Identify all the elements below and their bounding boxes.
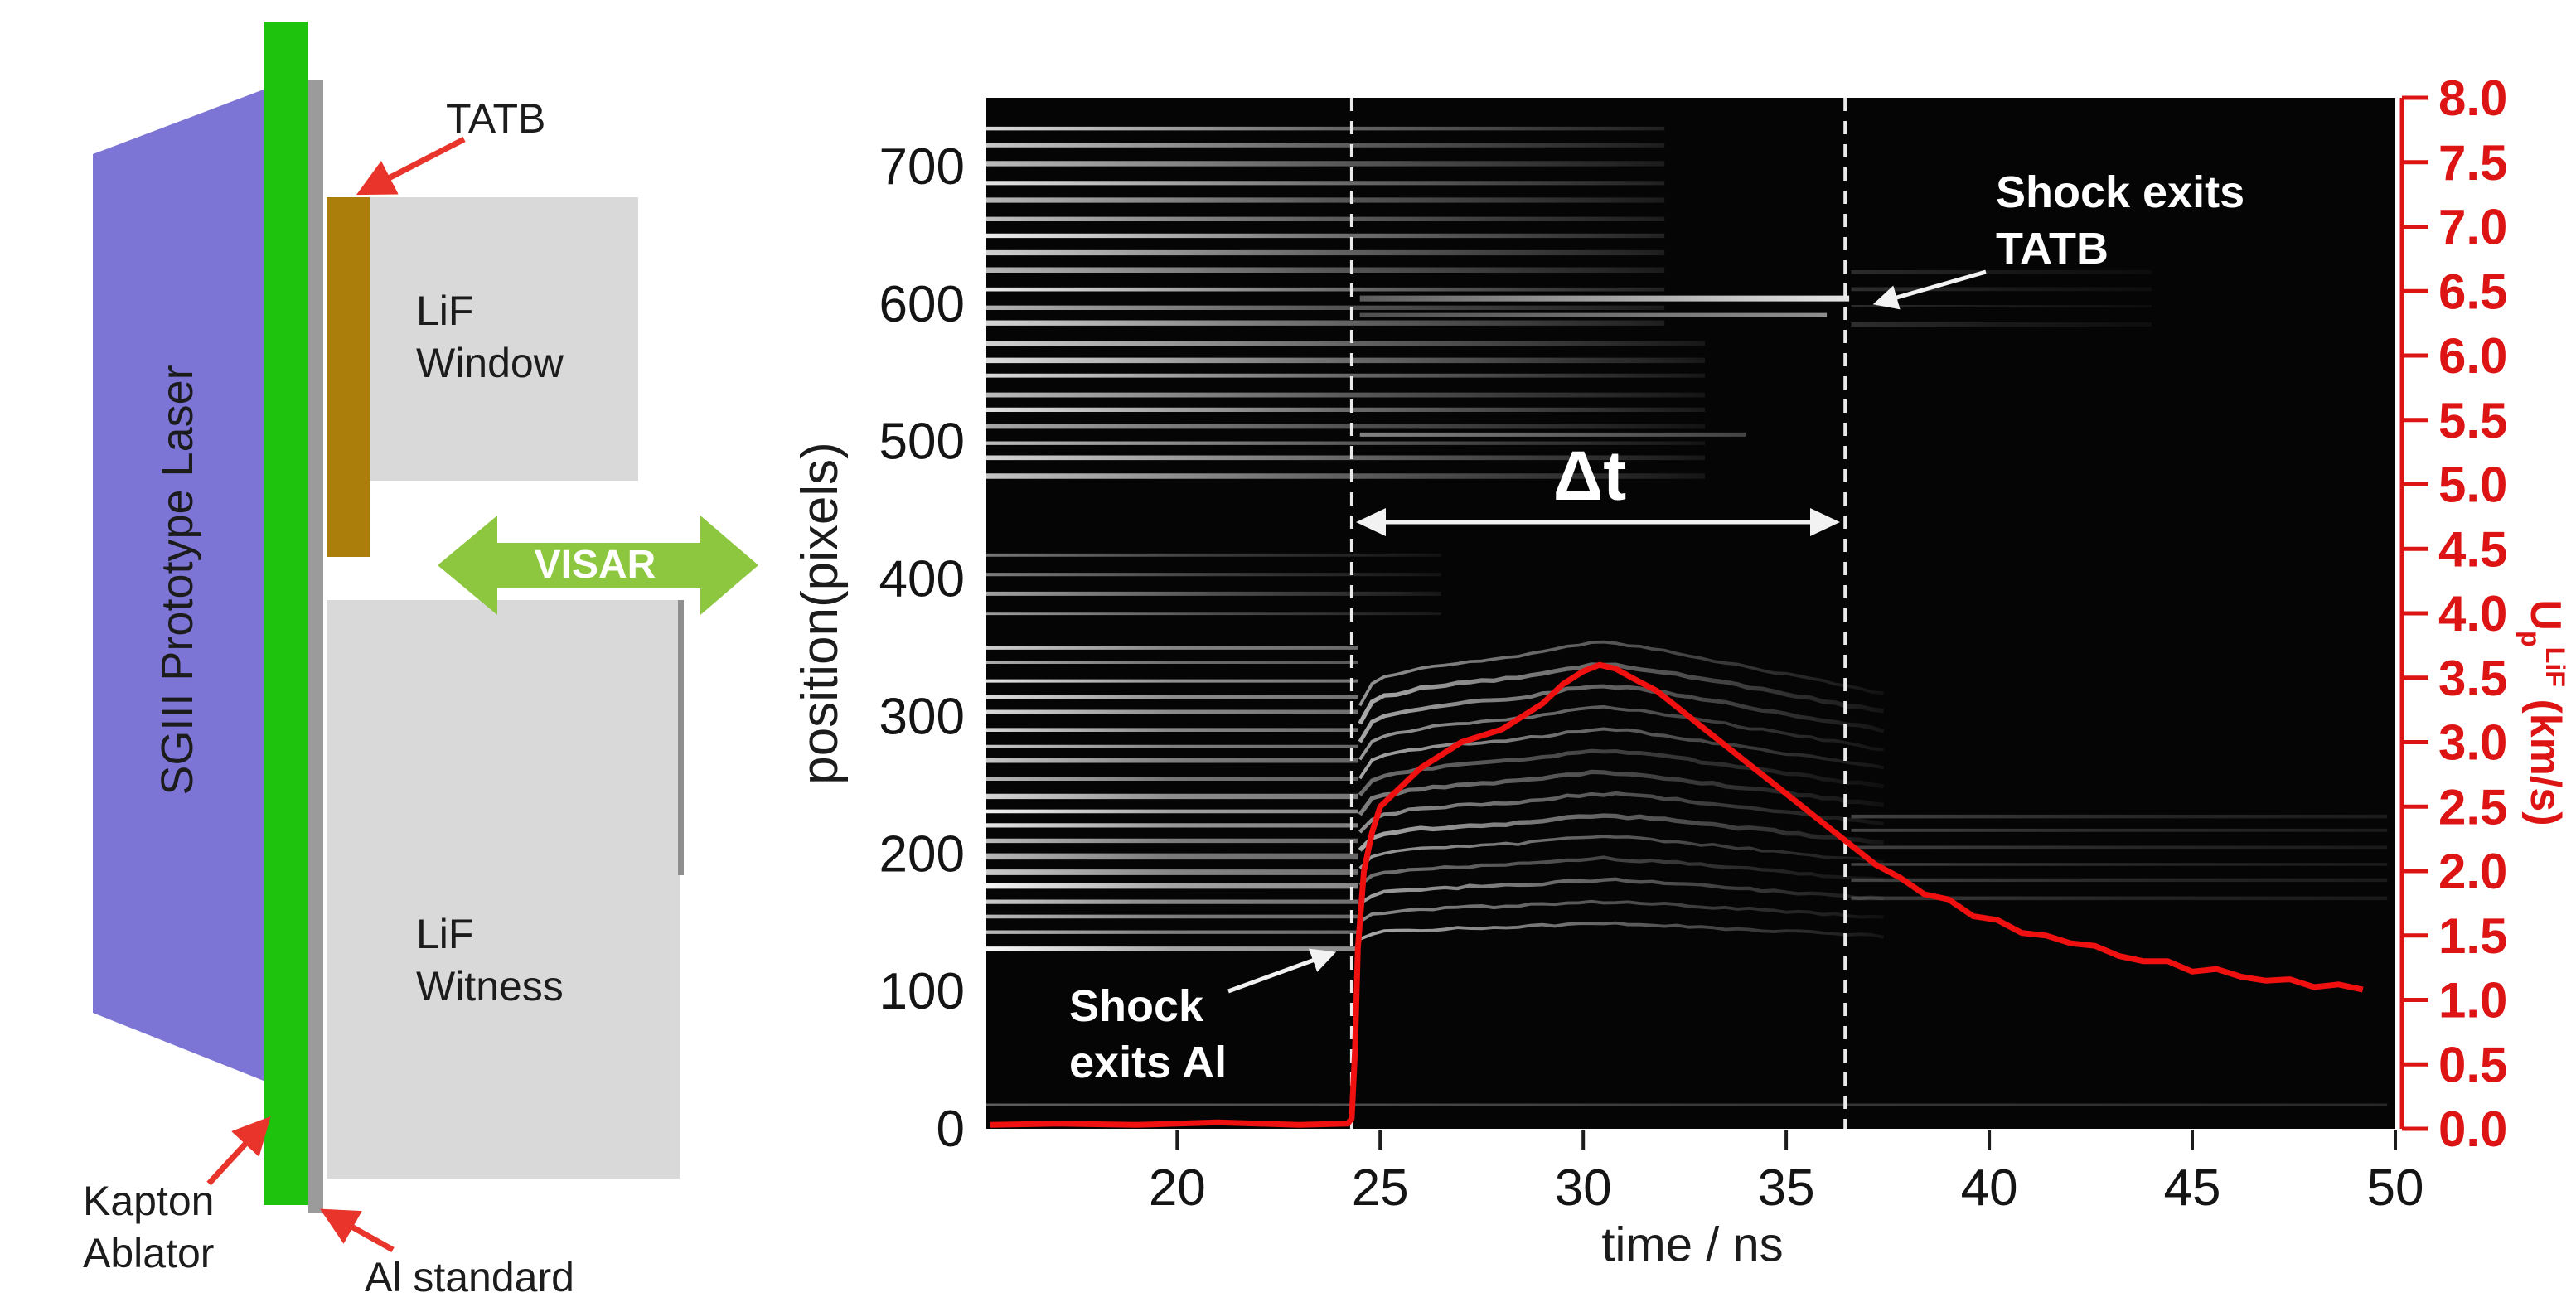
interference-fringes [986, 126, 2388, 1106]
label-line: LiF [416, 288, 474, 334]
y-tick-label-right: 3.5 [2438, 651, 2507, 706]
lif-window-block [370, 197, 638, 481]
y-axis-left-title: position(pixels) [791, 442, 849, 785]
y-tick-label-right: 4.0 [2438, 586, 2507, 641]
al-standard-strip [308, 80, 323, 1213]
tatb-sample [327, 197, 370, 557]
y-tick-label-left: 0 [937, 1101, 965, 1158]
y-tick-label-right: 4.5 [2438, 521, 2507, 577]
x-tick-label: 50 [2367, 1159, 2424, 1217]
y-tick-label-right: 0.0 [2438, 1101, 2507, 1157]
dt-arrow-right-head [1810, 508, 1840, 536]
y-tick-label-right: 1.5 [2438, 908, 2507, 964]
u-symbol: U [2520, 599, 2569, 631]
y-tick-label-right: 7.0 [2438, 200, 2507, 255]
u-units: (km/s) [2520, 687, 2569, 826]
target-assembly-diagram [93, 22, 758, 1253]
label-line: Ablator [83, 1230, 215, 1276]
y-tick-label-left: 600 [879, 276, 965, 333]
u-superscript: LiF [2540, 646, 2571, 687]
y-tick-label-right: 3.0 [2438, 715, 2507, 771]
label-line: Witness [416, 963, 564, 1009]
dt-label: Δt [1552, 437, 1627, 516]
label-line: exits Al [1069, 1038, 1227, 1088]
lif-witness-block [327, 600, 680, 1179]
label-line: LiF [416, 911, 474, 957]
y-tick-label-right: 0.5 [2438, 1037, 2507, 1092]
x-tick-label: 40 [1961, 1159, 2018, 1217]
y-tick-label-right: 5.5 [2438, 393, 2507, 448]
x-axis-title: time / ns [1601, 1217, 1784, 1272]
witness-edge-line [678, 600, 684, 875]
y-tick-label-right: 6.5 [2438, 264, 2507, 319]
al-pointer-arrow [320, 1208, 395, 1253]
dt-arrow-left-head [1356, 508, 1386, 536]
y-axis-right-title: UpLiF (km/s) [2514, 599, 2572, 825]
y-tick-label-left: 700 [879, 138, 965, 196]
x-tick-label: 25 [1352, 1159, 1409, 1217]
y-tick-label-left: 300 [879, 688, 965, 745]
tatb-label: TATB [446, 95, 546, 142]
y-tick-label-right: 2.0 [2438, 844, 2507, 899]
laser-beam-shape [93, 90, 264, 1081]
kapton-pointer-arrow [206, 1116, 271, 1186]
label-line: TATB [1996, 224, 2109, 274]
velocity-curve [990, 661, 2364, 1128]
kapton-ablator-label: Kapton Ablator [83, 1175, 214, 1280]
visar-label: VISAR [534, 542, 656, 587]
label-line: Shock [1069, 981, 1204, 1031]
x-tick-label: 45 [2164, 1159, 2221, 1217]
shock-event-lines [1349, 98, 1847, 1129]
lif-window-label: LiF Window [416, 285, 564, 390]
tatb-pointer-arrow [356, 136, 466, 196]
y-tick-label-right: 6.0 [2438, 328, 2507, 384]
y-tick-label-right: 1.0 [2438, 973, 2507, 1029]
y-tick-label-left: 500 [879, 414, 965, 471]
shock-exits-al-arrow [1227, 948, 1337, 994]
x-tick-label: 35 [1758, 1159, 1815, 1217]
y-tick-label-right: 7.5 [2438, 135, 2507, 191]
label-line: Kapton [83, 1178, 215, 1224]
u-subscript: p [2515, 630, 2546, 647]
plot-axes: 20 25 30 35 40 45 5001002003004005006007008.07… [879, 70, 2508, 1217]
y-tick-label-left: 200 [879, 825, 965, 883]
shock-exits-al-label: Shock exits Al [1069, 978, 1227, 1091]
y-tick-label-right: 5.0 [2438, 457, 2507, 513]
lif-witness-label: LiF Witness [416, 908, 564, 1013]
x-tick-label: 30 [1555, 1159, 1612, 1217]
y-tick-label-right: 8.0 [2438, 70, 2507, 126]
kapton-ablator-bar [264, 22, 308, 1205]
shock-exits-tatb-arrow [1872, 269, 1987, 310]
y-tick-label-left: 100 [879, 963, 965, 1020]
streak-plot: 20 25 30 35 40 45 5001002003004005006007008.07… [879, 70, 2508, 1217]
label-line: Shock exits [1996, 167, 2245, 217]
x-tick-label: 20 [1149, 1159, 1206, 1217]
laser-label: SGIII Prototype Laser [152, 365, 202, 796]
dt-interval-arrow [1356, 508, 1840, 536]
shock-exits-tatb-label: Shock exits TATB [1996, 164, 2244, 277]
al-standard-label: Al standard [365, 1254, 574, 1300]
y-tick-label-left: 400 [879, 551, 965, 608]
label-line: Window [416, 340, 564, 386]
y-tick-label-right: 2.5 [2438, 779, 2507, 835]
visar-arrow [438, 516, 758, 615]
